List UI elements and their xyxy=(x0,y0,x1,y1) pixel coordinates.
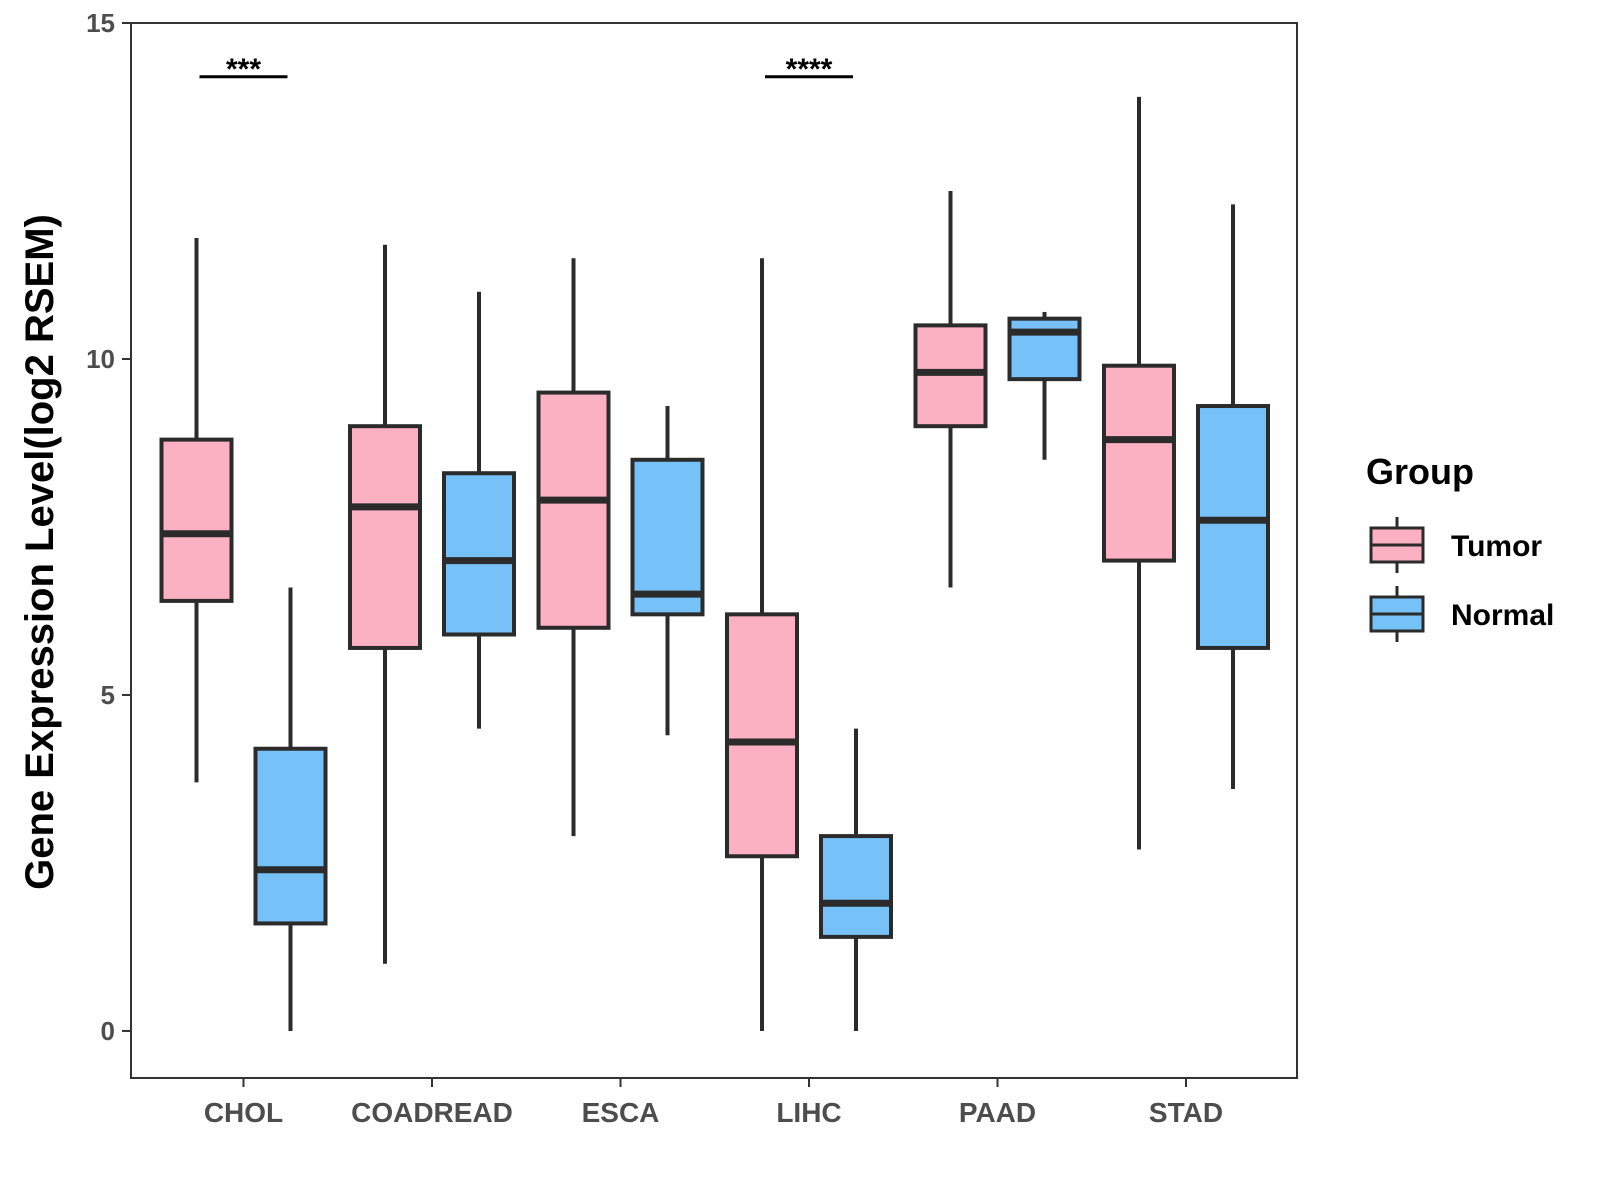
x-tick-label-paad: PAAD xyxy=(959,1097,1036,1128)
legend-key-tumor xyxy=(1369,517,1425,573)
significance-chol: *** xyxy=(199,53,288,86)
box-normal-esca xyxy=(630,406,705,736)
box-tumor-lihc xyxy=(725,258,799,1031)
plot-border xyxy=(130,22,1298,1079)
box-iqr xyxy=(536,390,611,630)
box-normal-lihc xyxy=(819,728,893,1031)
box-iqr xyxy=(1102,363,1176,563)
box-tumor-esca xyxy=(536,258,611,837)
legend-label-normal: Normal xyxy=(1451,599,1554,632)
y-tick-label: 10 xyxy=(86,344,115,374)
y-axis-title: Gene Expression Level(log2 RSEM) xyxy=(18,214,62,890)
x-tick-label-stad: STAD xyxy=(1149,1097,1223,1128)
y-tick-label: 5 xyxy=(101,680,115,710)
legend-key-normal xyxy=(1369,586,1425,642)
box-iqr xyxy=(253,746,328,926)
x-tick-label-chol: CHOL xyxy=(204,1097,283,1128)
box-normal-paad xyxy=(1007,311,1082,460)
significance-label: **** xyxy=(786,53,833,86)
y-tick-label: 0 xyxy=(101,1016,115,1046)
box-iqr xyxy=(442,471,516,637)
axes: 0 5 10 15 CHOL COADREAD ESCA LIHC PAAD STAD xyxy=(86,8,1298,1128)
box-iqr xyxy=(819,834,893,939)
legend-label-tumor: Tumor xyxy=(1451,530,1542,563)
box-iqr xyxy=(630,457,705,617)
box-iqr xyxy=(725,612,799,859)
x-tick-label-esca: ESCA xyxy=(582,1097,660,1128)
box-iqr xyxy=(348,424,422,650)
box-tumor-chol xyxy=(159,238,234,783)
x-tick-label-lihc: LIHC xyxy=(776,1097,841,1128)
significance-label: *** xyxy=(226,53,261,86)
box-iqr xyxy=(159,437,234,603)
box-normal-chol xyxy=(253,587,328,1031)
box-normal-coadread xyxy=(442,291,516,729)
x-tick-label-coadread: COADREAD xyxy=(351,1097,513,1128)
legend-title: Group xyxy=(1366,451,1474,492)
significance-lihc: **** xyxy=(765,53,853,86)
box-iqr xyxy=(1007,316,1082,382)
box-iqr xyxy=(1196,404,1270,650)
legend: Group Tumor Normal xyxy=(1366,451,1554,642)
box-tumor-stad xyxy=(1102,96,1176,850)
plot-area: *** **** xyxy=(159,53,1270,1031)
box-normal-stad xyxy=(1196,204,1270,790)
box-tumor-coadread xyxy=(348,244,422,964)
y-tick-label: 15 xyxy=(86,8,115,38)
box-tumor-paad xyxy=(913,190,988,588)
